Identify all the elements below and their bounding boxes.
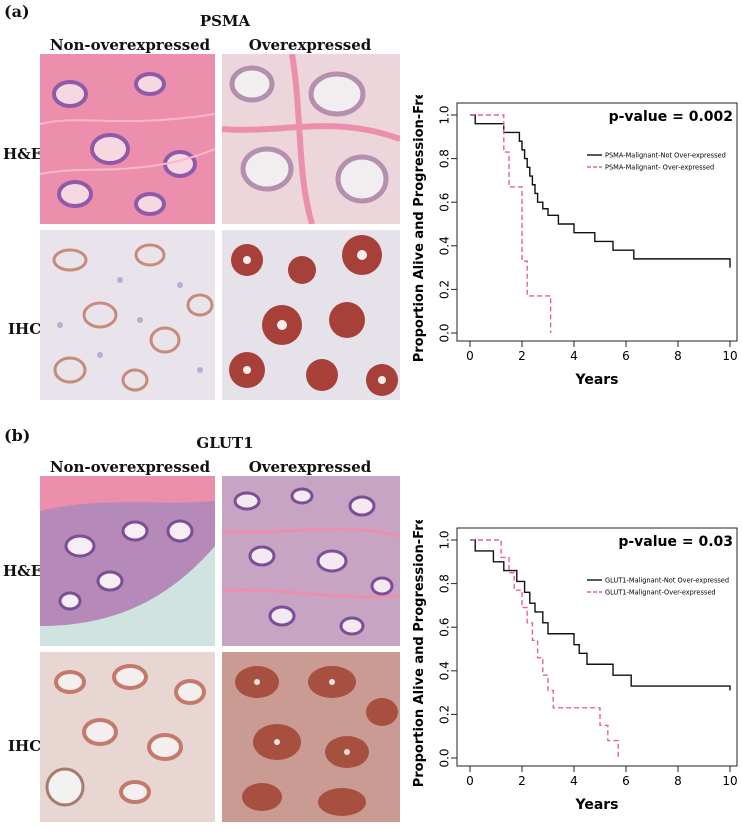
legend-entry: PSMA-Malignant- Over-expressed [605, 164, 714, 172]
km-chart-glut1: 0.0 0.2 0.4 0.6 0.8 1.0 0 2 4 6 8 10 Years Proportion… [412, 520, 738, 813]
x-tick-label: 8 [674, 774, 682, 788]
micrograph-glut1-he-overexpressed [222, 476, 400, 646]
x-tick-label: 10 [722, 349, 737, 363]
x-tick-label: 8 [674, 349, 682, 363]
plot-frame [456, 102, 738, 342]
panel-a-col-non-overexpressed: Non-overexpressed [49, 36, 211, 54]
panel-a-marker-title: PSMA [199, 12, 251, 30]
panel-label-a: (a) [4, 2, 30, 21]
micrograph-psma-he-overexpressed [222, 54, 400, 224]
y-tick-label: 1.0 [438, 530, 452, 549]
panel-a-row-he: H&E [3, 145, 43, 163]
y-tick-label: 1.0 [438, 105, 452, 124]
y-tick-label: 0.6 [438, 193, 452, 212]
series-line-overexpressed [470, 114, 552, 333]
y-tick-label: 0.6 [438, 618, 452, 637]
panel-label-b: (b) [4, 426, 31, 445]
y-axis-label: Proportion Alive and Progression-Free [412, 95, 427, 362]
p-value-annotation: p-value = 0.03 [618, 534, 733, 550]
series-line-not-overexpressed [470, 539, 731, 691]
panel-b-col-overexpressed: Overexpressed [248, 458, 372, 476]
y-tick-label: 0.0 [438, 748, 452, 767]
y-tick-label: 0.4 [438, 661, 452, 680]
y-tick-label: 0.8 [438, 574, 452, 593]
x-tick-label: 4 [570, 349, 578, 363]
micrograph-glut1-he-non-overexpressed [40, 476, 215, 646]
x-axis-label: Years [574, 797, 618, 813]
legend-entry: GLUT1-Malignant-Over-expressed [605, 589, 716, 597]
y-axis-label: Proportion Alive and Progression-Free [412, 520, 427, 787]
series-line-not-overexpressed [470, 114, 731, 268]
x-tick-label: 2 [518, 349, 526, 363]
y-tick-label: 0.2 [438, 280, 452, 299]
series-line-overexpressed [470, 539, 619, 758]
x-tick-label: 0 [466, 774, 474, 788]
y-tick-label: 0.2 [438, 705, 452, 724]
x-tick-label: 2 [518, 774, 526, 788]
micrograph-psma-ihc-non-overexpressed [40, 230, 215, 400]
micrograph-glut1-ihc-non-overexpressed [40, 652, 215, 822]
panel-b-row-he: H&E [3, 562, 43, 580]
panel-b-row-ihc: IHC [8, 737, 42, 755]
y-tick-label: 0.0 [438, 323, 452, 342]
x-tick-label: 6 [622, 349, 630, 363]
x-tick-label: 6 [622, 774, 630, 788]
x-tick-label: 10 [722, 774, 737, 788]
panel-a-row-ihc: IHC [8, 320, 42, 338]
legend-entry: PSMA-Malignant-Not Over-expressed [605, 152, 726, 160]
x-axis-label: Years [574, 372, 618, 388]
x-tick-label: 4 [570, 774, 578, 788]
p-value-annotation: p-value = 0.002 [609, 109, 733, 125]
micrograph-glut1-ihc-overexpressed [222, 652, 400, 822]
micrograph-psma-he-non-overexpressed [40, 54, 215, 224]
panel-b-col-non-overexpressed: Non-overexpressed [49, 458, 211, 476]
km-chart-psma: 0.0 0.2 0.4 0.6 0.8 1.0 0 2 4 6 8 10 Years Proportion… [412, 95, 738, 388]
plot-frame [456, 527, 738, 767]
panel-b-marker-title: GLUT1 [196, 434, 254, 452]
y-tick-label: 0.4 [438, 236, 452, 255]
micrograph-psma-ihc-overexpressed [222, 230, 400, 400]
panel-a-col-overexpressed: Overexpressed [248, 36, 372, 54]
x-tick-label: 0 [466, 349, 474, 363]
y-tick-label: 0.8 [438, 149, 452, 168]
legend-entry: GLUT1-Malignant-Not Over-expressed [605, 577, 729, 585]
